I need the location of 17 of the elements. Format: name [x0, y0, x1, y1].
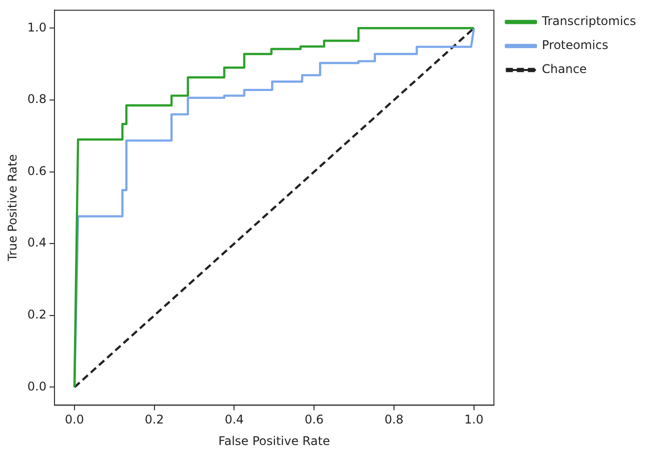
y-tick-label: 0.4 — [27, 236, 46, 250]
y-tick-label: 0.8 — [27, 92, 46, 106]
y-tick-label: 0.6 — [27, 164, 46, 178]
x-tick-label: 0.2 — [144, 412, 164, 427]
x-tick-label: 0.4 — [224, 412, 244, 427]
y-tick-label: 0.0 — [27, 379, 46, 394]
x-tick-label: 0.8 — [384, 412, 404, 427]
x-tick-label: 0.6 — [304, 412, 324, 427]
x-axis-title: False Positive Rate — [218, 434, 330, 448]
x-tick-label: 0.0 — [64, 412, 84, 427]
legend-label: Proteomics — [542, 38, 608, 52]
legend-label: Chance — [542, 62, 587, 76]
legend-label: Transcriptomics — [540, 14, 636, 28]
x-tick-label: 1.0 — [464, 412, 484, 427]
y-tick-label: 1.0 — [27, 20, 46, 34]
y-axis-title: True Positive Rate — [5, 154, 20, 262]
y-tick-label: 0.2 — [27, 308, 46, 322]
